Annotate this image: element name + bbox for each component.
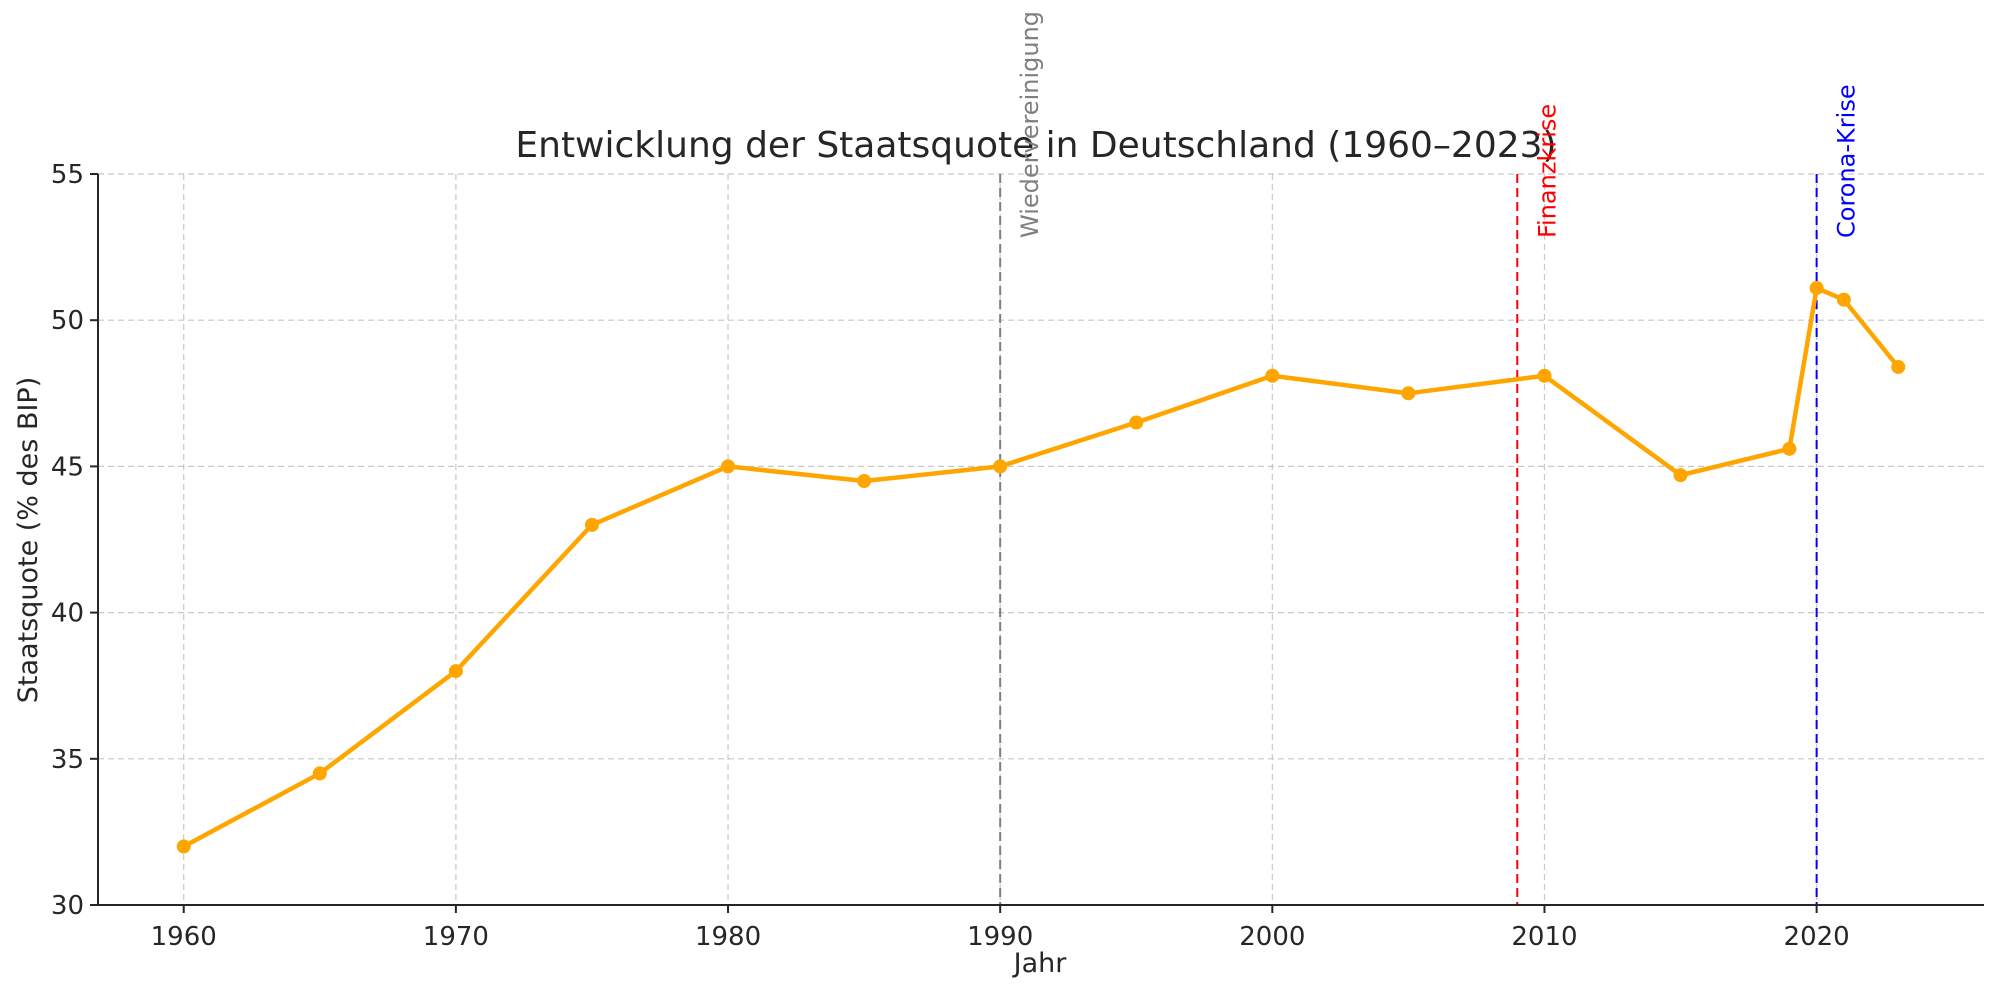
data-point [721, 459, 736, 474]
x-tick-label: 1960 [151, 922, 217, 952]
data-point [448, 664, 463, 679]
grid [98, 173, 1984, 906]
x-tick-label: 2010 [1511, 922, 1577, 952]
event-labels: Wiedervereinigung Finanzkrise Corona-Krise [1016, 11, 1860, 238]
x-tick-label: 2020 [1784, 922, 1850, 952]
event-label: Wiedervereinigung [1016, 11, 1044, 238]
axes [97, 174, 1984, 906]
chart-title: Entwicklung der Staatsquote in Deutschla… [515, 125, 1556, 166]
data-point [1265, 368, 1280, 383]
data-point [176, 839, 191, 854]
data-point [857, 474, 872, 489]
data-point [1782, 441, 1797, 456]
y-tick-label: 55 [51, 160, 84, 190]
data-point [312, 766, 327, 781]
data-point [584, 517, 599, 532]
data-point [1401, 386, 1416, 401]
series-line [181, 285, 1901, 849]
data-point [1673, 468, 1688, 483]
data-point [1809, 281, 1824, 296]
data-point [1129, 415, 1144, 430]
y-tick-label: 45 [51, 452, 84, 482]
data-point [993, 459, 1008, 474]
y-tick-label: 30 [51, 891, 84, 921]
data-point [1537, 368, 1552, 383]
x-axis-label: Jahr [1012, 948, 1068, 979]
y-tick-label: 35 [51, 745, 84, 775]
event-label: Finanzkrise [1533, 104, 1561, 238]
y-tick-label: 40 [51, 599, 84, 629]
y-axis-label: Staatsquote (% des BIP) [13, 377, 44, 704]
y-tick-label: 50 [51, 306, 84, 336]
data-point [1836, 292, 1851, 307]
x-tick-label: 1980 [695, 922, 761, 952]
data-point [1891, 359, 1906, 374]
x-tick-label: 2000 [1239, 922, 1305, 952]
series [176, 281, 1906, 854]
event-lines [999, 174, 1818, 905]
event-label: Corona-Krise [1833, 84, 1861, 238]
ticks: 1960 1970 1980 1990 2000 2010 2020 30 35 40 45 50 55 [51, 160, 1850, 952]
x-tick-label: 1970 [423, 922, 489, 952]
x-tick-label: 1990 [967, 922, 1033, 952]
